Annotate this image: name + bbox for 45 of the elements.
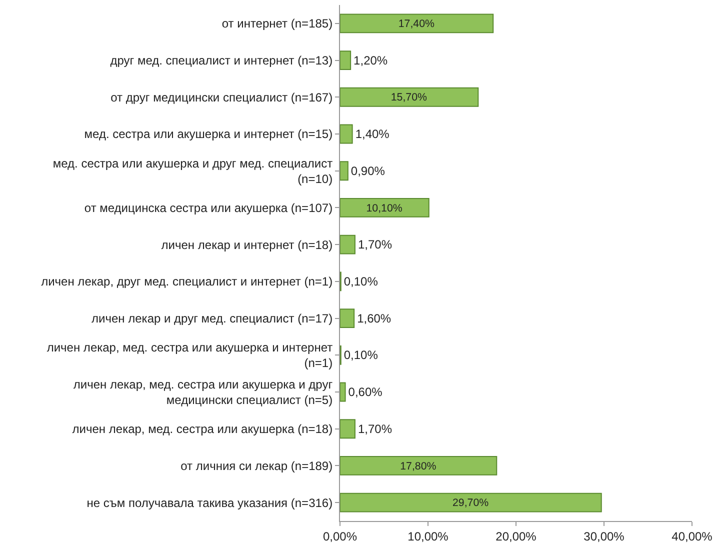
data-label: 0,10% [344, 348, 378, 362]
data-label: 10,10% [366, 202, 403, 214]
x-tick-label: 10,00% [408, 529, 449, 544]
bar [340, 308, 355, 328]
data-label: 0,90% [350, 164, 386, 178]
data-label: 29,70% [452, 497, 490, 510]
bar [340, 14, 494, 34]
y-tick-label: не съм получавала такива указания (n=316) [86, 496, 333, 510]
bar [340, 50, 352, 70]
x-tick-label: 30,00% [584, 529, 625, 544]
data-label: 17,80% [400, 460, 437, 472]
y-tick-label: личен лекар и друг мед. специалист (n=17) [92, 311, 333, 326]
bar [340, 382, 346, 402]
y-tick-label: мед. сестра или акушерка и интернет (n=15) [84, 127, 333, 142]
y-tick-label: личен лекар и интернет (n=18) [161, 238, 333, 252]
bar [340, 198, 430, 218]
y-tick-label: от медицинска сестра или акушерка (n=107) [84, 200, 333, 215]
data-label: 1,70% [358, 422, 392, 436]
data-label: 1,70% [358, 238, 392, 252]
y-tick-label: мед. сестра или акушерка и друг мед. специалист (n=10) [52, 156, 334, 186]
y-tick-label: личен лекар, мед. сестра или акушерка (n=18) [72, 422, 333, 436]
y-tick-label: от личния си лекар (n=189) [180, 458, 333, 473]
y-tick-label: друг мед. специалист и интернет (n=13) [110, 53, 333, 68]
bar [340, 87, 479, 107]
y-tick-label: личен лекар, друг мед. специалист и интернет (n=1) [41, 274, 333, 289]
bar [340, 234, 356, 254]
data-label: 0,60% [348, 385, 383, 399]
data-label: 0,10% [344, 274, 378, 288]
x-tick-label: 20,00% [496, 529, 537, 544]
bar [340, 492, 602, 512]
y-tick-label: личен лекар, мед. сестра или акушерка и друг медицински специалист (n=5) [73, 377, 334, 407]
bar [340, 419, 356, 439]
data-label: 17,40% [398, 18, 435, 30]
data-label: 1,40% [355, 127, 390, 141]
data-label: 1,60% [357, 311, 392, 326]
data-label: 15,70% [390, 92, 428, 104]
y-tick-label: от интернет (n=185) [222, 16, 333, 31]
x-tick-label: 40,00% [672, 529, 713, 544]
bar [340, 161, 348, 181]
y-tick-label: от друг медицински специалист (n=167) [110, 90, 333, 104]
data-label: 1,20% [354, 53, 388, 68]
x-tick-label: 0,00% [322, 529, 358, 544]
bar [340, 124, 353, 144]
y-tick-label: личен лекар, мед. сестра или акушерка и интернет (n=1) [46, 340, 334, 370]
bar [340, 456, 498, 476]
